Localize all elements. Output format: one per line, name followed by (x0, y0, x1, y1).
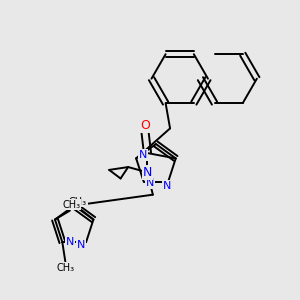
Text: N: N (76, 240, 85, 250)
Text: N: N (163, 181, 171, 191)
Text: O: O (140, 119, 150, 132)
Text: N: N (146, 178, 154, 188)
Text: N: N (143, 166, 152, 179)
Text: CH₃: CH₃ (62, 200, 80, 210)
Text: N: N (66, 237, 74, 247)
Text: N: N (139, 150, 147, 160)
Text: CH₃: CH₃ (69, 197, 87, 207)
Text: CH₃: CH₃ (56, 263, 74, 273)
